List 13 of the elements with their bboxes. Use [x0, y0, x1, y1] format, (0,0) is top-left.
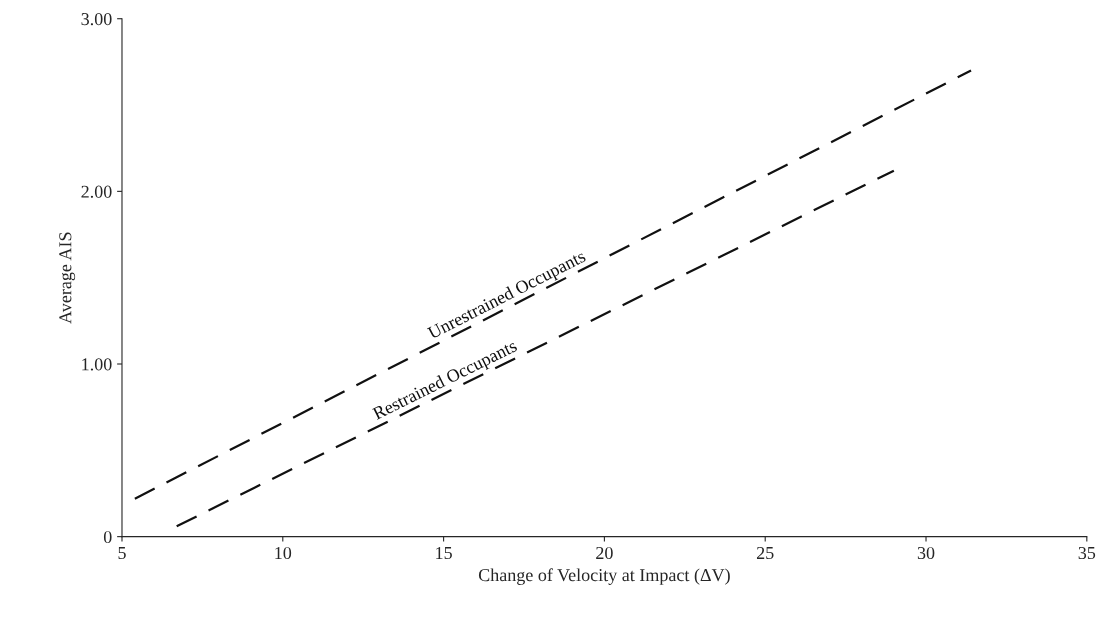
x-axis-title: Change of Velocity at Impact (ΔV)	[478, 568, 730, 585]
x-tick-label: 5	[118, 547, 126, 560]
x-tick-label: 20	[596, 546, 613, 560]
x-tick-label: 30	[917, 546, 935, 560]
y-tick-label: 1.00	[82, 358, 112, 371]
x-tick-label: 25	[756, 546, 774, 560]
x-tick-label: 10	[275, 546, 292, 560]
x-tick-label: 35	[1078, 546, 1096, 560]
y-tick-label: 3.00	[81, 12, 112, 26]
y-tick-label: 0	[103, 530, 112, 544]
y-axis-title: Average AIS	[59, 232, 76, 324]
y-tick-label: 2.00	[81, 185, 112, 198]
x-tick-label: 15	[436, 546, 452, 560]
